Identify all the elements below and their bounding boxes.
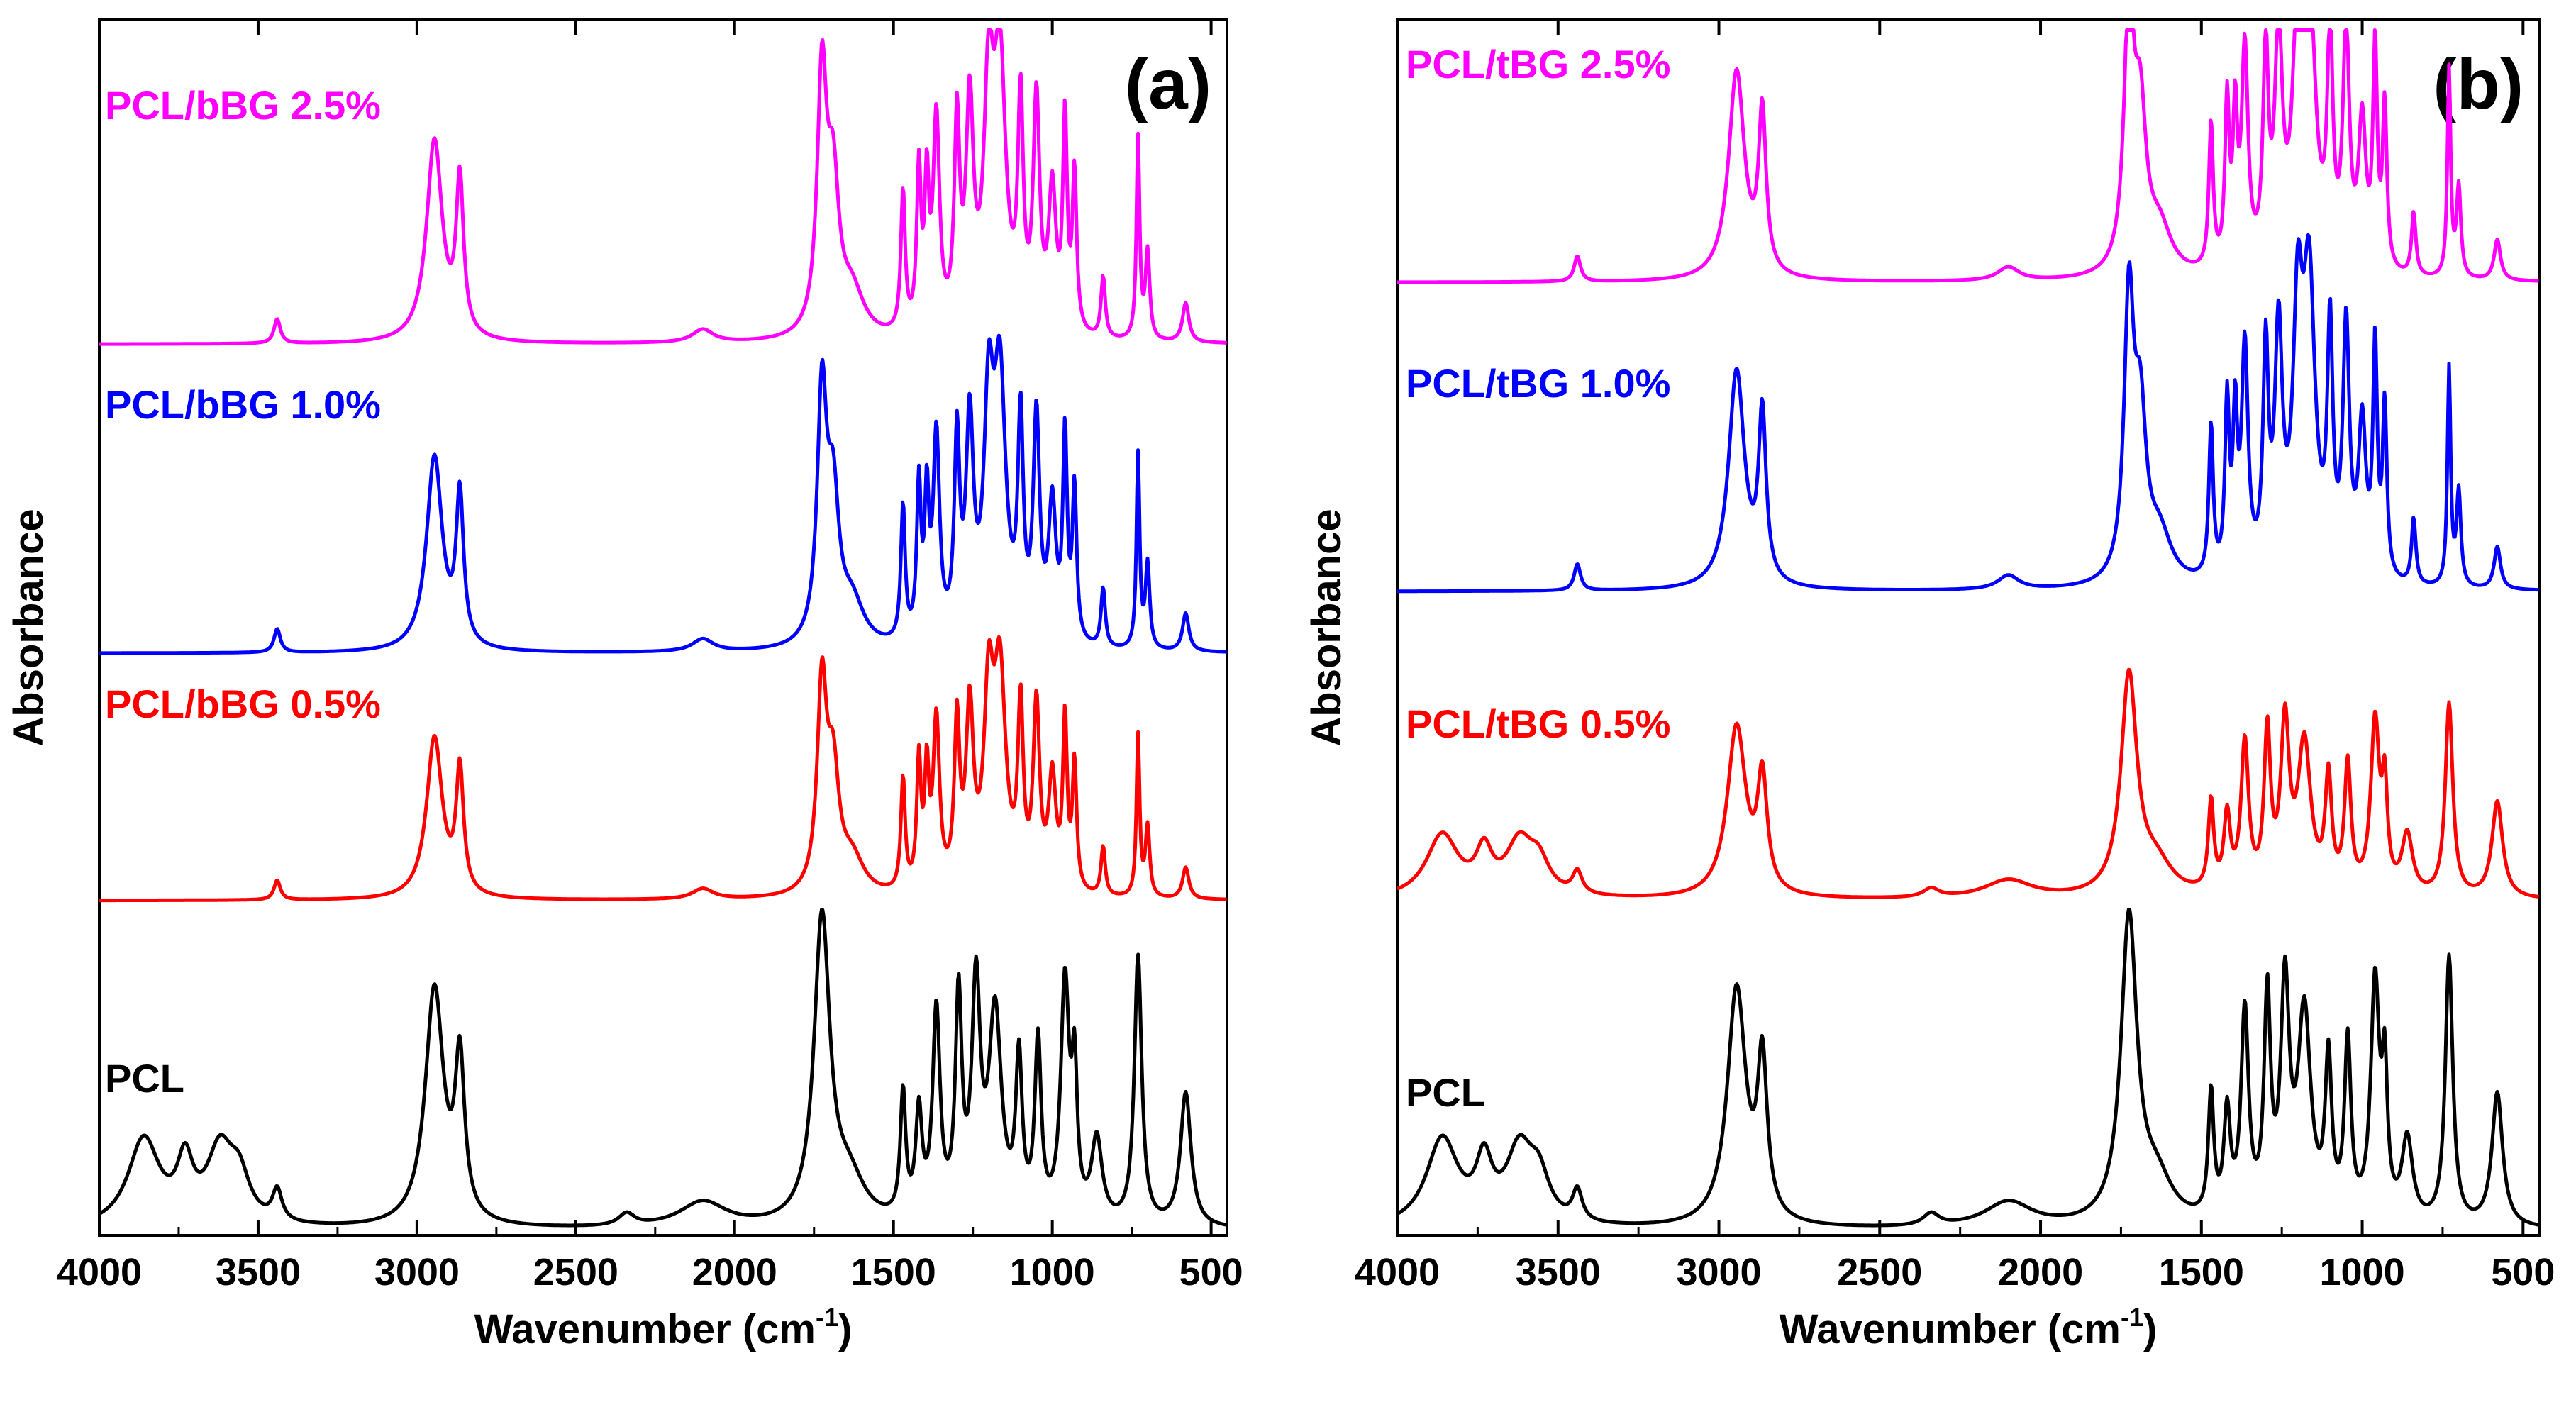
plot-frame (1396, 18, 2541, 1237)
series-label: PCL (105, 1056, 184, 1101)
y-axis-title: Absorbance (6, 508, 52, 746)
x-tick-label: 3500 (1516, 1251, 1601, 1294)
series-line (98, 28, 1228, 346)
x-tick-label: 3500 (216, 1251, 301, 1294)
series-label: PCL/tBG 2.5% (1406, 42, 1670, 87)
series-line (98, 908, 1228, 1228)
series-label: PCL/tBG 1.0% (1406, 361, 1670, 406)
plot-frame (98, 18, 1228, 1237)
x-tick-label: 1500 (2159, 1251, 2244, 1294)
x-tick-label: 3000 (374, 1251, 460, 1294)
x-tick-label: 2000 (1998, 1251, 2083, 1294)
series-line (1396, 233, 2540, 594)
series-label: PCL (1406, 1070, 1485, 1115)
x-tick-label: 4000 (57, 1251, 142, 1294)
series-line (1396, 28, 2540, 284)
panel-label: (a) (1125, 45, 1211, 124)
x-tick-label: 4000 (1355, 1251, 1440, 1294)
panel-a: 4000 3500 3000 2500 2000 1500 1000 500 Wavenumbe… (6, 18, 1243, 1352)
panel-b: 4000 3500 3000 2500 2000 1500 1000 500 Wavenumbe… (1304, 18, 2555, 1352)
x-tick-label: 2000 (692, 1251, 777, 1294)
series-line (98, 333, 1228, 655)
series-line (1396, 667, 2540, 899)
series-line (98, 635, 1228, 903)
x-axis-title: Wavenumber (cm-1) (474, 1303, 853, 1352)
series-label: PCL/bBG 1.0% (105, 382, 381, 427)
series-label: PCL/tBG 0.5% (1406, 701, 1670, 746)
x-tick-label: 500 (1179, 1251, 1243, 1294)
x-tick-label: 1000 (2319, 1251, 2404, 1294)
x-tick-label: 2500 (1837, 1251, 1922, 1294)
x-tick-label: 500 (2491, 1251, 2555, 1294)
x-axis-title: Wavenumber (cm-1) (1780, 1303, 2158, 1352)
series-label: PCL/bBG 0.5% (105, 682, 381, 726)
y-axis-title: Absorbance (1304, 508, 1350, 746)
x-tick-label: 3000 (1676, 1251, 1761, 1294)
series-label: PCL/bBG 2.5% (105, 83, 381, 128)
x-tick-label: 1000 (1010, 1251, 1095, 1294)
x-tick-label: 2500 (533, 1251, 618, 1294)
x-tick-label: 1500 (851, 1251, 936, 1294)
series-line (1396, 908, 2540, 1228)
